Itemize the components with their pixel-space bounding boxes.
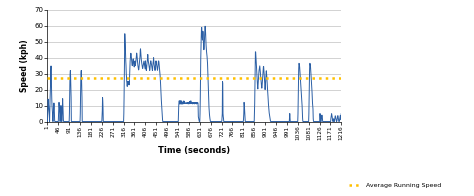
Legend: Average Running Speed: Average Running Speed — [346, 180, 444, 191]
X-axis label: Time (seconds): Time (seconds) — [158, 146, 230, 155]
Average Running Speed — [44, 77, 50, 80]
Average Running Speed — [45, 77, 50, 80]
Y-axis label: Speed (kph): Speed (kph) — [20, 39, 29, 92]
